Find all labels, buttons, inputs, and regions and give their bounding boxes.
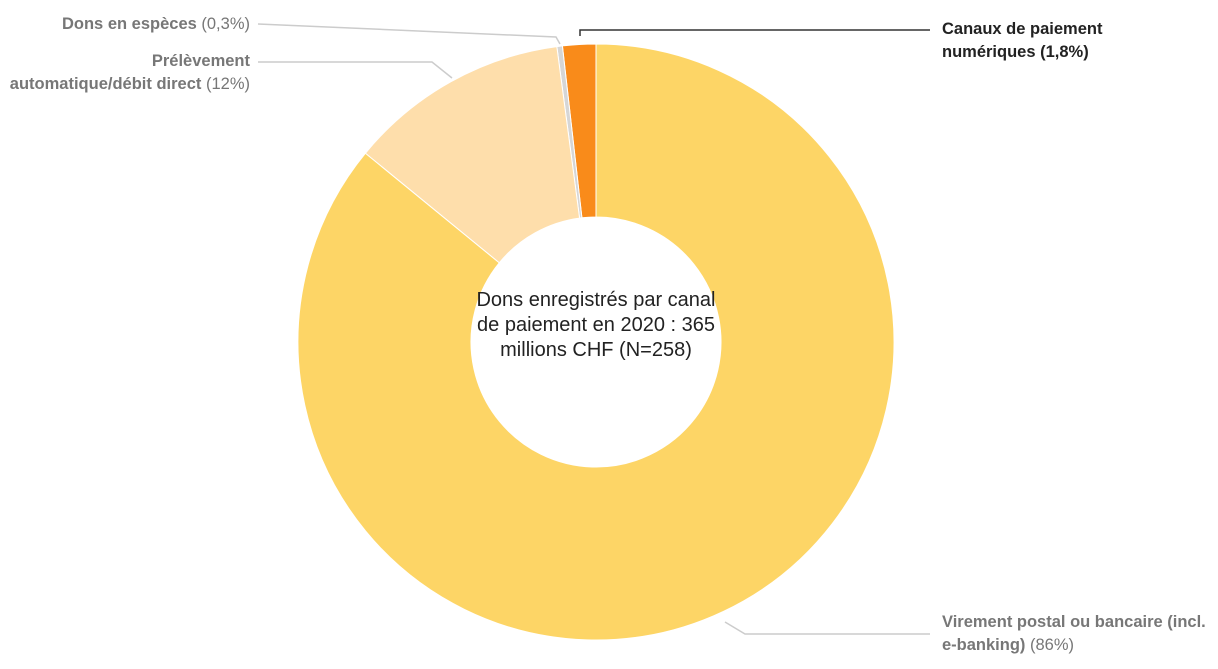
- slice-value: (0,3%): [201, 15, 250, 33]
- slice: [297, 43, 895, 641]
- slice-value: (1,8%): [1040, 43, 1089, 61]
- slice-label: Virement postal ou bancaire (incl. e-ban…: [942, 611, 1218, 657]
- slice-label: Canaux de paiement numériques (1,8%): [942, 18, 1172, 64]
- leader-line: [724, 621, 930, 635]
- center-label: Dons enregistrés par canal de paiement e…: [476, 289, 716, 361]
- slice-name: Dons en espèces: [61, 15, 197, 33]
- leader-line: [579, 29, 930, 36]
- leader-line: [258, 61, 453, 79]
- slice-name: Prélèvement automatique/débit direct: [9, 52, 250, 93]
- slice-value: (86%): [1030, 636, 1075, 654]
- slice-value: (12%): [205, 75, 250, 93]
- slice-name: Canaux de paiement numériques: [942, 20, 1103, 61]
- leaders: [257, 23, 930, 635]
- slice-name: Virement postal ou bancaire (incl. e-ban…: [942, 613, 1206, 654]
- slice-label: Prélèvement automatique/débit direct (12…: [6, 50, 250, 96]
- slice: [364, 46, 581, 264]
- leader-line: [257, 23, 561, 45]
- slice-label: Dons en espèces (0,3%): [6, 13, 250, 36]
